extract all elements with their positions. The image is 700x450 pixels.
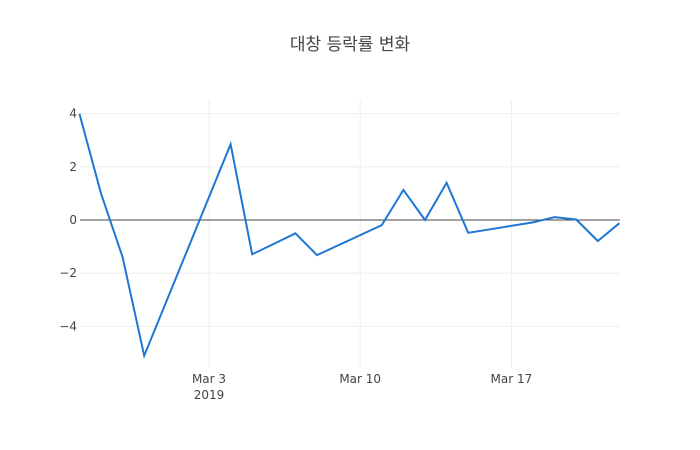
x-tick-year-label: 2019 <box>194 388 225 402</box>
x-axis-ticks: Mar 3 2019 Mar 10 Mar 17 <box>192 372 532 402</box>
y-tick-label: 0 <box>69 213 77 227</box>
x-tick-label: Mar 3 <box>192 372 226 386</box>
y-tick-label: −2 <box>59 266 77 280</box>
y-axis-ticks: 4 2 0 −2 −4 <box>59 107 77 334</box>
y-tick-label: −4 <box>59 319 77 333</box>
series-line[interactable] <box>78 113 621 360</box>
gridlines <box>80 100 620 368</box>
x-tick-label: Mar 10 <box>339 372 381 386</box>
y-tick-label: 4 <box>69 107 77 121</box>
y-tick-label: 2 <box>69 160 77 174</box>
x-tick-label: Mar 17 <box>491 372 533 386</box>
chart-title: 대창 등락률 변화 <box>289 35 411 55</box>
